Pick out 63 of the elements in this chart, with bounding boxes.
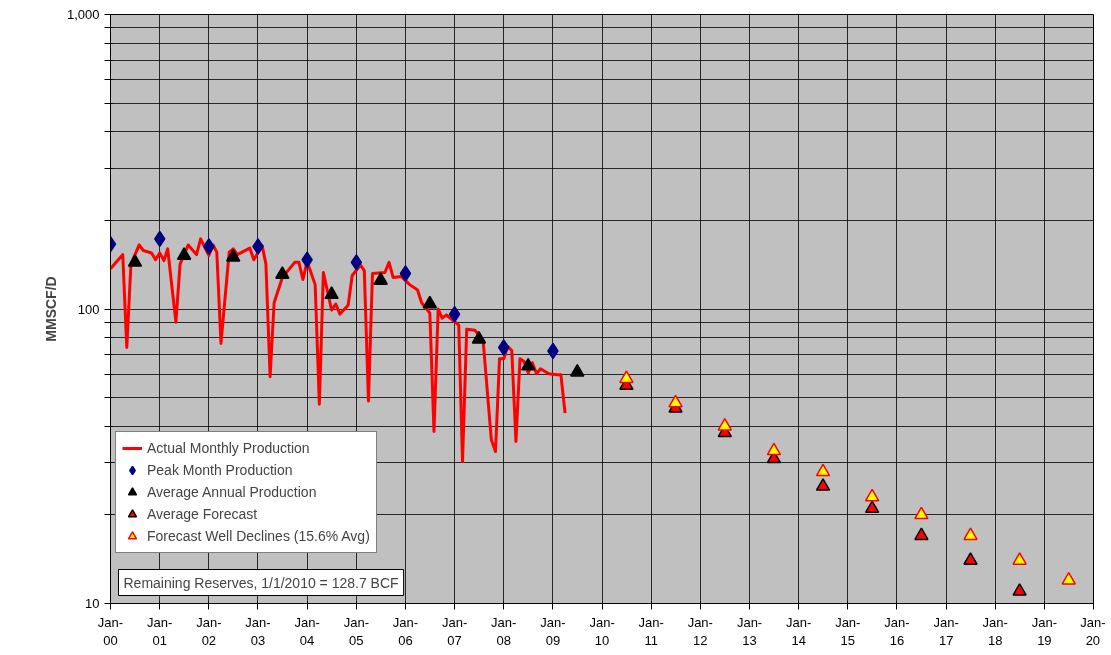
- x-tick-label: Jan- 15: [835, 614, 861, 648]
- point: [448, 305, 461, 323]
- point: [399, 265, 412, 282]
- legend-label: Peak Month Production: [147, 462, 293, 478]
- y-tick-label: 1,000: [66, 7, 100, 22]
- point: [815, 478, 831, 491]
- point: [963, 552, 978, 565]
- x-tick-label: Jan- 17: [933, 614, 959, 648]
- x-tick-label: Jan- 08: [491, 614, 517, 648]
- x-tick-label: Jan- 09: [540, 614, 566, 648]
- point: [1012, 552, 1027, 565]
- x-tick-label: Jan- 11: [638, 614, 664, 648]
- point: [864, 500, 880, 514]
- point: [176, 247, 192, 260]
- point: [1061, 571, 1076, 585]
- x-tick-label: Jan- 07: [441, 614, 468, 648]
- point: [127, 254, 143, 267]
- point: [422, 295, 438, 309]
- point: [497, 339, 510, 356]
- point: [668, 394, 683, 408]
- point: [1012, 583, 1027, 596]
- point: [914, 506, 929, 520]
- point: [225, 248, 241, 262]
- x-tick-label: Jan- 03: [245, 614, 271, 648]
- x-tick-label: Jan- 04: [294, 614, 320, 648]
- point: [203, 238, 215, 255]
- x-tick-label: Jan- 13: [736, 614, 763, 648]
- point: [619, 370, 634, 384]
- point: [520, 357, 536, 371]
- point: [570, 363, 585, 377]
- x-tick-label: Jan- 19: [1031, 614, 1058, 648]
- point: [373, 272, 388, 285]
- legend-label: Forecast Well Declines (15.6% Avg): [147, 528, 370, 544]
- point: [275, 266, 290, 279]
- y-tick-label: 10: [85, 596, 100, 611]
- legend-label: Actual Monthly Production: [147, 440, 310, 456]
- legend-label: Average Forecast: [147, 506, 258, 522]
- x-tick-label: Jan- 18: [982, 614, 1008, 648]
- point: [815, 463, 831, 477]
- annotation: Remaining Reserves, 1/1/2010 = 128.7 BCF: [123, 574, 399, 591]
- y-axis-title: MMSCF/D: [42, 276, 59, 342]
- legend-label: Average Annual Production: [147, 484, 317, 500]
- x-tick-label: Jan- 14: [786, 614, 812, 648]
- x-tick-label: Jan- 02: [196, 614, 222, 648]
- point: [864, 488, 880, 502]
- y-tick-label: 100: [77, 301, 100, 317]
- x-tick-label: Jan- 00: [97, 614, 124, 648]
- x-tick-label: Jan- 12: [687, 614, 713, 648]
- x-tick-label: Jan- 16: [884, 614, 910, 648]
- point: [301, 251, 313, 268]
- point: [914, 527, 929, 541]
- point: [324, 286, 339, 300]
- x-tick-label: Jan- 01: [147, 614, 173, 648]
- x-tick-label: Jan- 05: [343, 614, 369, 648]
- x-tick-label: Jan- 10: [589, 614, 615, 648]
- point: [766, 442, 782, 456]
- point: [471, 330, 487, 344]
- point: [252, 238, 264, 255]
- point: [717, 417, 733, 431]
- point: [963, 527, 978, 541]
- x-tick-label: Jan- 20: [1080, 614, 1106, 648]
- x-tick-label: Jan- 06: [392, 614, 419, 648]
- point: [350, 254, 363, 271]
